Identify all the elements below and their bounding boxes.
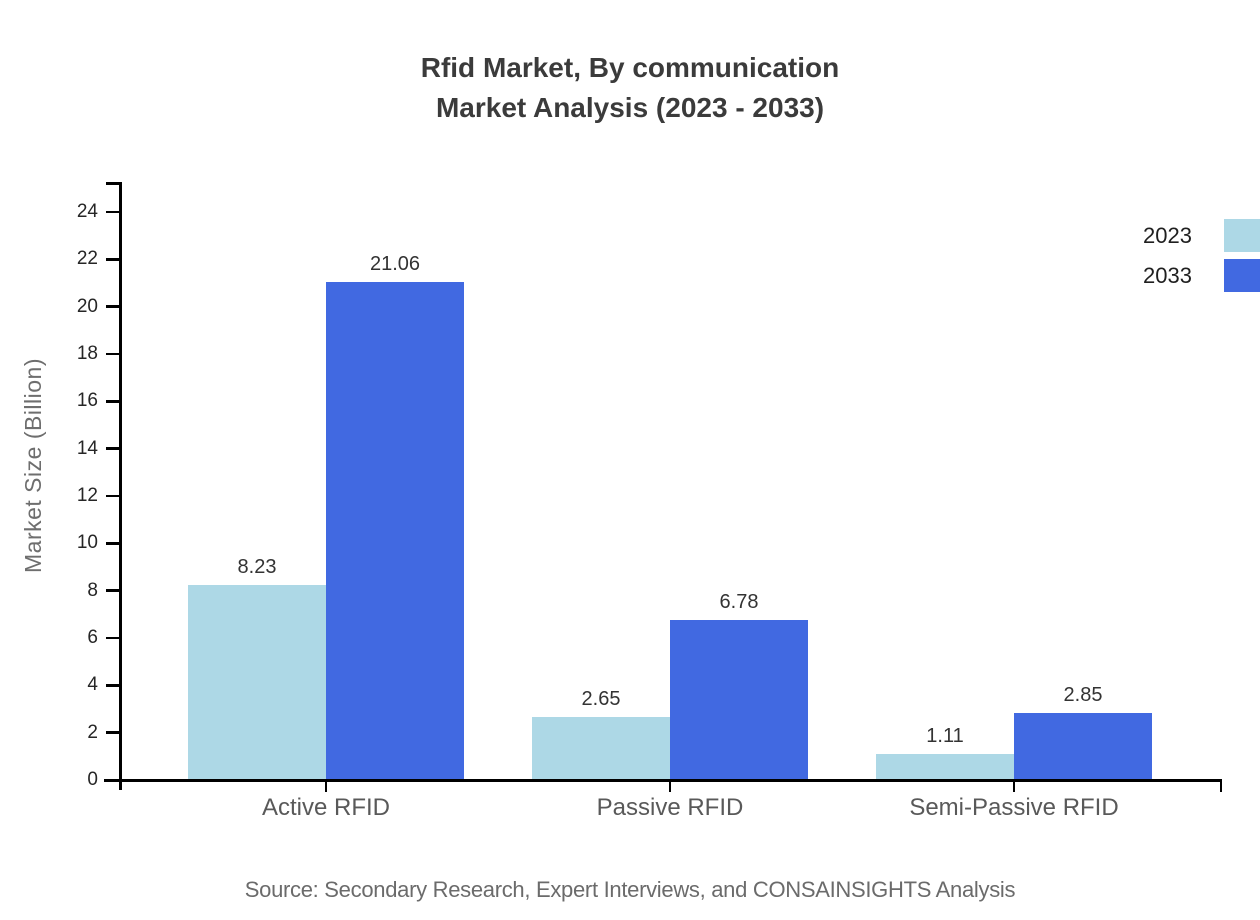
x-axis-end-cap <box>1219 781 1222 792</box>
y-tick-label-10: 10 <box>76 532 98 554</box>
y-tick-18 <box>106 352 120 356</box>
y-tick-label-16: 16 <box>76 390 98 412</box>
bar-2023-semi-passive-rfid <box>876 753 1014 780</box>
bar-2033-active-rfid <box>326 281 464 780</box>
y-tick-label-14: 14 <box>76 437 98 459</box>
legend-label-2033: 2033 <box>1143 263 1192 288</box>
value-label-2023-semi-passive-rfid: 1.11 <box>926 724 964 747</box>
chart-title-line-2: Market Analysis (2023 - 2033) <box>435 92 825 123</box>
y-tick-6 <box>106 636 120 640</box>
y-tick-8 <box>106 589 120 592</box>
value-label-2023-active-rfid: 8.23 <box>237 556 277 579</box>
y-tick-label-0: 0 <box>87 769 98 790</box>
bar-2023-passive-rfid <box>532 717 670 780</box>
y-tick-2 <box>106 731 120 734</box>
x-axis-line <box>104 778 1222 782</box>
value-label-2033-semi-passive-rfid: 2.85 <box>1063 683 1103 706</box>
y-tick-label-8: 8 <box>87 579 98 601</box>
bar-2033-passive-rfid <box>670 619 808 780</box>
y-tick-label-12: 12 <box>76 485 98 506</box>
y-tick-label-6: 6 <box>87 627 98 648</box>
x-axis-category-label: Passive RFID <box>596 794 744 821</box>
legend-swatch-2023 <box>1224 219 1260 252</box>
y-tick-label-22: 22 <box>76 248 98 270</box>
value-label-2033-passive-rfid: 6.78 <box>719 590 759 613</box>
x-tick-passive-rfid <box>668 781 672 792</box>
y-tick-label-2: 2 <box>87 721 98 743</box>
value-label-2033-active-rfid: 21.06 <box>369 252 421 275</box>
source-note: Source: Secondary Research, Expert Inter… <box>244 877 1016 902</box>
x-tick-active-rfid <box>324 781 328 792</box>
y-tick-10 <box>106 542 120 545</box>
bar-2033-semi-passive-rfid <box>1014 712 1152 780</box>
y-tick-label-18: 18 <box>76 343 98 364</box>
y-axis-end-cap <box>106 182 120 185</box>
y-tick-4 <box>106 684 120 687</box>
chart-title-line-1: Rfid Market, By communication <box>420 52 840 83</box>
y-tick-14 <box>106 447 120 450</box>
x-axis-category-label: Semi-Passive RFID <box>909 794 1119 821</box>
chart-title: Rfid Market, By communication Market Ana… <box>0 48 1260 128</box>
bar-2023-active-rfid <box>188 585 326 780</box>
y-axis-line <box>118 182 122 790</box>
legend-swatch-2033 <box>1224 259 1260 292</box>
legend-label-2023: 2023 <box>1143 223 1192 248</box>
y-tick-label-24: 24 <box>76 201 98 222</box>
y-tick-22 <box>106 258 120 261</box>
y-tick-label-4: 4 <box>87 674 98 696</box>
y-tick-24 <box>106 210 120 214</box>
value-label-2023-passive-rfid: 2.65 <box>581 688 621 711</box>
y-tick-12 <box>106 494 120 498</box>
y-tick-20 <box>106 305 120 308</box>
y-tick-16 <box>106 400 120 403</box>
x-tick-semi-passive-rfid <box>1012 781 1016 792</box>
x-axis-category-label: Active RFID <box>261 794 390 821</box>
y-tick-label-20: 20 <box>76 295 98 317</box>
